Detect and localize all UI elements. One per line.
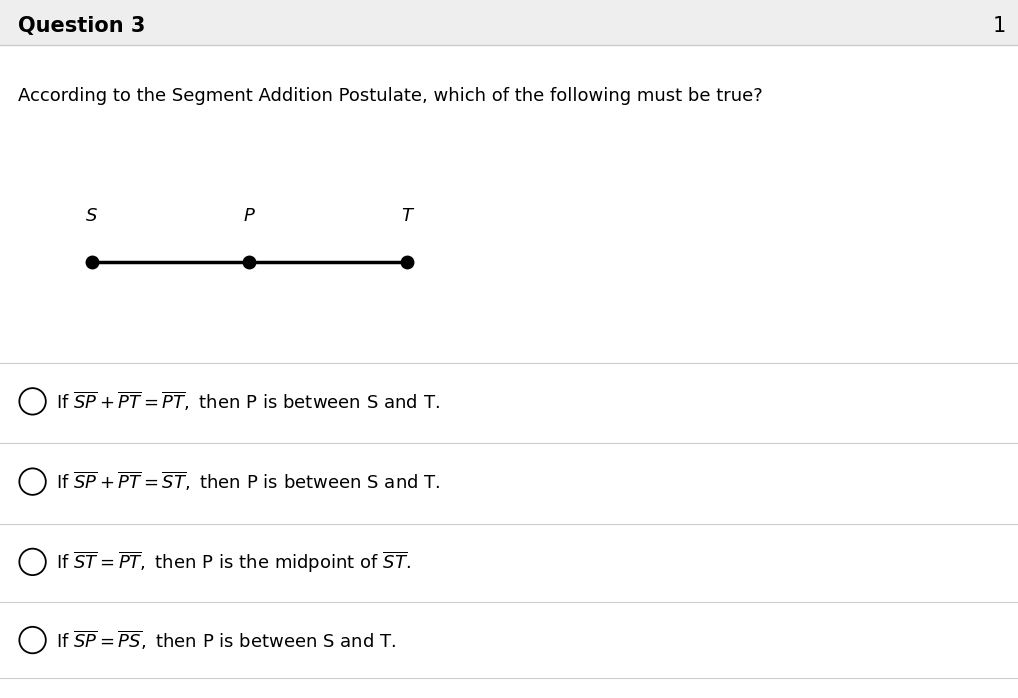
- Text: S: S: [86, 207, 98, 225]
- Text: Question 3: Question 3: [18, 16, 146, 36]
- Text: $\mathrm{If\ }\overline{SP}+\overline{PT}=\overline{PT}\mathrm{,\ then\ P\ is\ b: $\mathrm{If\ }\overline{SP}+\overline{PT…: [56, 389, 440, 413]
- Text: $\mathrm{If\ }\overline{SP}=\overline{PS}\mathrm{,\ then\ P\ is\ between\ S\ and: $\mathrm{If\ }\overline{SP}=\overline{PS…: [56, 628, 396, 652]
- Text: According to the Segment Addition Postulate, which of the following must be true: According to the Segment Addition Postul…: [18, 87, 763, 105]
- Bar: [0, 0, 1018, 45]
- Text: P: P: [244, 207, 254, 225]
- Text: $\mathrm{If\ }\overline{ST}=\overline{PT}\mathrm{,\ then\ P\ is\ the\ midpoint\ : $\mathrm{If\ }\overline{ST}=\overline{PT…: [56, 549, 411, 574]
- Text: 1: 1: [993, 16, 1006, 36]
- Text: $\mathrm{If\ }\overline{SP}+\overline{PT}=\overline{ST}\mathrm{,\ then\ P\ is\ b: $\mathrm{If\ }\overline{SP}+\overline{PT…: [56, 470, 441, 493]
- Text: T: T: [402, 207, 412, 225]
